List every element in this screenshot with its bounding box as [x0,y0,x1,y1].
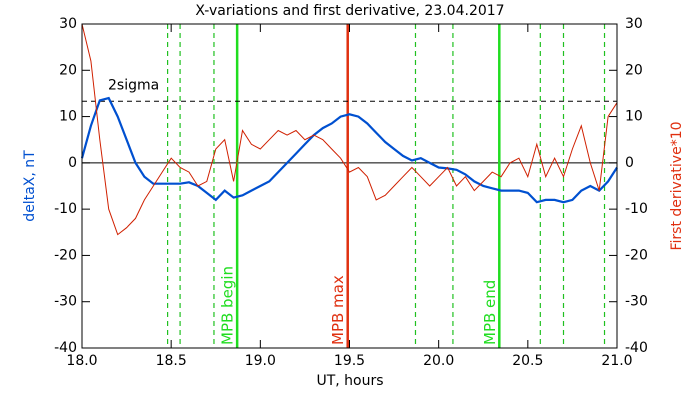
y2-tick-label: -30 [625,294,648,310]
threshold-label: 2sigma [108,77,159,93]
y-tick-label: 30 [59,16,77,32]
x-tick-label: 18.0 [66,353,97,369]
y2-tick-label: 10 [625,109,643,125]
y2-tick-label: -40 [625,340,648,356]
y2-axis-label: First derivative*10 [669,121,685,250]
y2-tick-label: -10 [625,201,648,217]
y2-tick-label: 20 [625,62,643,78]
x-tick-label: 21.0 [601,353,632,369]
y2-tick-label: 0 [625,155,634,171]
y-tick-label: 10 [59,109,77,125]
x-tick-label: 19.5 [334,353,365,369]
y-tick-label: -40 [54,340,77,356]
series-line [81,23,618,236]
y-tick-label: -20 [54,247,77,263]
y2-tick-label: 30 [625,16,643,32]
y2-tick-label: -20 [625,247,648,263]
event-label: MPB max [329,275,347,345]
y-tick-label: 20 [59,62,77,78]
series-line [80,96,618,204]
event-label: MPB end [481,280,499,345]
chart-title: X-variations and first derivative, 23.04… [195,3,504,19]
plot-frame [81,23,618,349]
y-tick-label: -10 [54,201,77,217]
x-tick-label: 18.5 [156,353,187,369]
y-axis-label: deltaX, nT [22,150,38,222]
x-tick-label: 20.5 [512,353,543,369]
x-axis-label: UT, hours [316,373,383,389]
x-tick-label: 19.0 [245,353,276,369]
y-tick-label: -30 [54,294,77,310]
event-label: MPB begin [219,266,237,345]
y-tick-label: 0 [68,155,77,171]
x-tick-label: 20.0 [423,353,454,369]
